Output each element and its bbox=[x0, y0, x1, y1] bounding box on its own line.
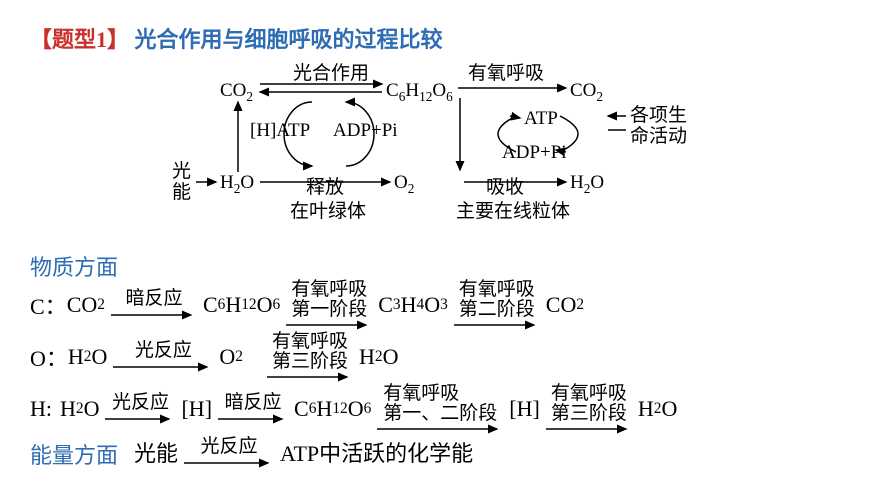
co2-right: CO2 bbox=[570, 80, 603, 105]
e-light: 光能 bbox=[134, 436, 178, 468]
section-material: 物质方面 bbox=[30, 250, 118, 282]
light-energy: 光能 bbox=[172, 162, 191, 204]
adp-pi-2: ADP+Pi bbox=[502, 142, 567, 164]
pathway-o: O： H2O 光反应 O2 有氧呼吸第三阶段 H2O bbox=[30, 332, 398, 382]
title-bracket: 【题型1】 bbox=[30, 27, 129, 52]
h2o-left: H2O bbox=[220, 172, 254, 197]
h-h2o: H2O bbox=[60, 396, 99, 422]
c-co2: CO2 bbox=[67, 292, 105, 318]
c-pyruvate: C3H4O3 bbox=[378, 292, 448, 318]
page-title: 【题型1】 光合作用与细胞呼吸的过程比较 bbox=[30, 22, 443, 54]
o-o2: O2 bbox=[219, 344, 243, 370]
c-label: C： bbox=[30, 289, 67, 321]
life-activities: 各项生命活动 bbox=[630, 106, 687, 148]
e-atp-energy: ATP中活跃的化学能 bbox=[280, 436, 473, 468]
arrow-o2: 有氧呼吸第三阶段 bbox=[267, 332, 353, 382]
o-h2o: H2O bbox=[68, 344, 107, 370]
arrow-h4: 有氧呼吸第三阶段 bbox=[546, 384, 632, 434]
arrow-o1: 光反应 bbox=[113, 341, 213, 372]
o-label: O： bbox=[30, 341, 68, 373]
h-atp: [H]ATP bbox=[250, 120, 310, 142]
h2o-right: H2O bbox=[570, 172, 604, 197]
adp-pi: ADP+Pi bbox=[333, 120, 398, 142]
h-h2o-out: H2O bbox=[638, 396, 677, 422]
arrow-h3: 有氧呼吸第一、二阶段 bbox=[377, 384, 503, 434]
cycle-diagram: 光合作用 有氧呼吸 CO2 C6H12O6 CO2 [H]ATP ADP+Pi … bbox=[220, 58, 800, 238]
mitochondria: 主要在线粒体 bbox=[456, 196, 570, 223]
arrow-h1: 光反应 bbox=[105, 393, 175, 424]
o-h2o-out: H2O bbox=[359, 344, 398, 370]
c-co2-out: CO2 bbox=[546, 292, 584, 318]
h-bracket2: [H] bbox=[509, 396, 540, 422]
release: 释放 bbox=[306, 172, 344, 199]
section-energy: 能量方面 bbox=[30, 438, 118, 470]
pathway-h: H: H2O 光反应 [H] 暗反应 C6H12O6 有氧呼吸第一、二阶段 [H… bbox=[30, 384, 677, 434]
title-text: 光合作用与细胞呼吸的过程比较 bbox=[135, 27, 443, 52]
glucose: C6H12O6 bbox=[386, 80, 453, 105]
label-photosynthesis: 光合作用 bbox=[293, 58, 369, 85]
pathway-energy: 光能 光反应 ATP中活跃的化学能 bbox=[134, 436, 473, 468]
arrow-c1: 暗反应 bbox=[111, 289, 197, 320]
atp: ATP bbox=[524, 108, 558, 130]
o2: O2 bbox=[394, 172, 414, 197]
c-glucose: C6H12O6 bbox=[203, 292, 280, 318]
absorb: 吸收 bbox=[486, 172, 524, 199]
label-aerobic: 有氧呼吸 bbox=[468, 58, 544, 85]
h-glucose: C6H12O6 bbox=[294, 396, 371, 422]
arrow-e1: 光反应 bbox=[184, 437, 274, 468]
arrow-c3: 有氧呼吸第二阶段 bbox=[454, 280, 540, 330]
co2-left: CO2 bbox=[220, 80, 253, 105]
h-bracket1: [H] bbox=[181, 396, 212, 422]
pathway-c: C： CO2 暗反应 C6H12O6 有氧呼吸第一阶段 C3H4O3 有氧呼吸第… bbox=[30, 280, 584, 330]
h-label: H: bbox=[30, 396, 52, 422]
arrow-h2: 暗反应 bbox=[218, 393, 288, 424]
arrow-c2: 有氧呼吸第一阶段 bbox=[286, 280, 372, 330]
chloroplast: 在叶绿体 bbox=[290, 196, 366, 223]
